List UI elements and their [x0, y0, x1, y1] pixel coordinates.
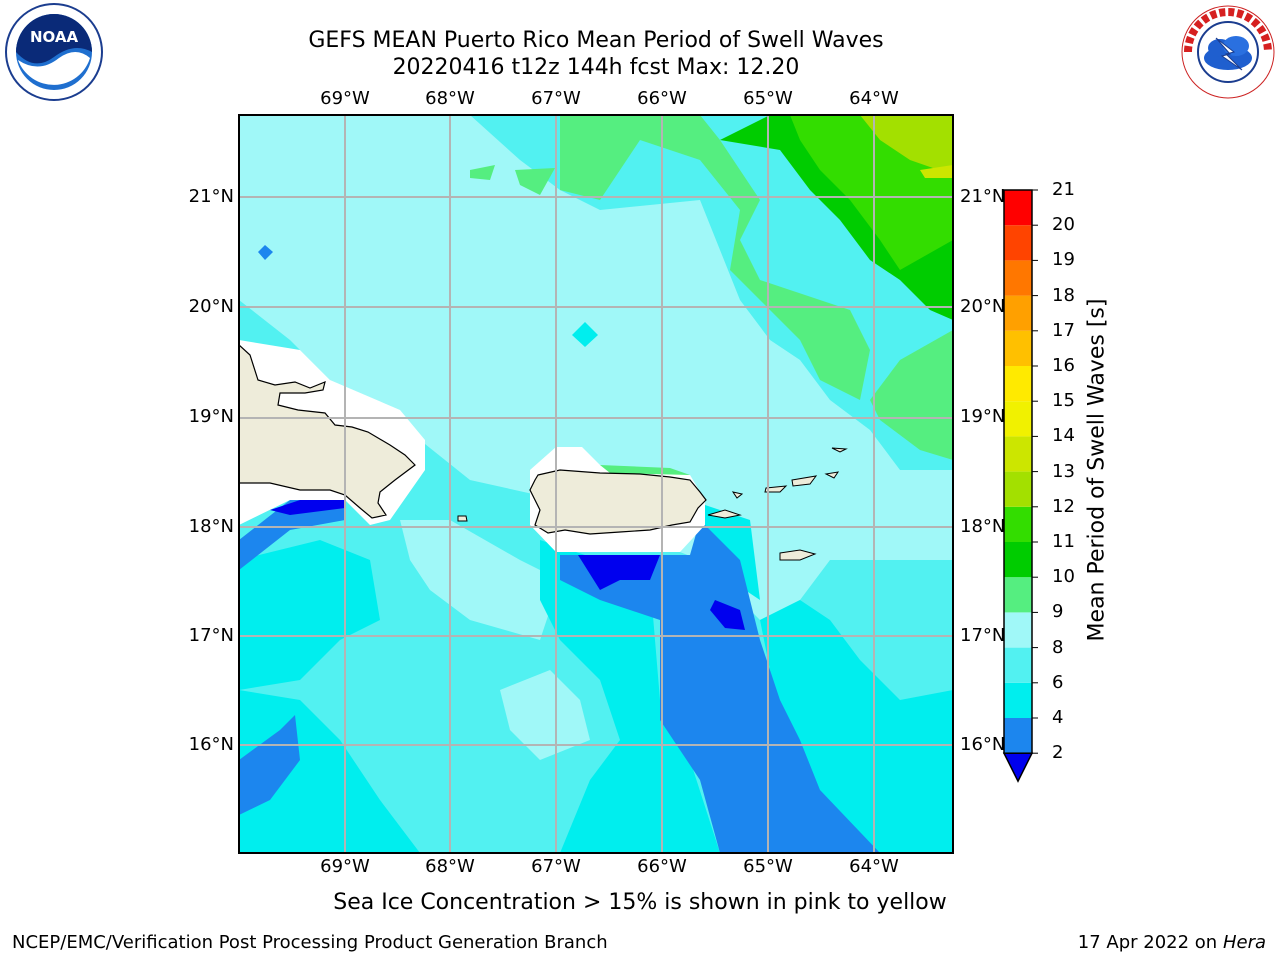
- land-st-croix: [779, 549, 817, 561]
- lon-label-top: 64°W: [849, 88, 899, 109]
- lat-label-right: 17°N: [960, 625, 1006, 646]
- field-patch-nw: [258, 245, 273, 260]
- colorbar-level-label: 13: [1052, 460, 1075, 482]
- colorbar-extend-min: [1002, 752, 1034, 783]
- colorbar-segment: [1004, 577, 1032, 613]
- colorbar-segment: [1004, 471, 1032, 507]
- field-lt2-patch: [710, 600, 745, 630]
- lon-label-bottom: 67°W: [531, 856, 581, 877]
- land-virgin-islands: [731, 447, 848, 499]
- lat-label-left: 21°N: [188, 186, 234, 207]
- colorbar-level-label: 18: [1052, 284, 1075, 306]
- chart-title: GEFS MEAN Puerto Rico Mean Period of Swe…: [308, 28, 884, 53]
- lon-label-top: 67°W: [531, 88, 581, 109]
- colorbar-level-label: 4: [1052, 707, 1064, 728]
- lat-label-left: 18°N: [188, 516, 234, 537]
- svg-text:NOAA: NOAA: [30, 28, 79, 46]
- colorbar-level-label: 9: [1052, 601, 1064, 623]
- lon-label-bottom: 68°W: [425, 856, 475, 877]
- colorbar-segment: [1004, 506, 1032, 542]
- land-mona: [457, 515, 468, 522]
- field-4-6-east: [760, 600, 953, 853]
- field-8-9-south: [500, 670, 590, 760]
- colorbar-segment: [1004, 401, 1032, 437]
- colorbar-level-label: 17: [1052, 319, 1075, 341]
- lon-label-bottom: 66°W: [637, 856, 687, 877]
- field-8-9-nw: [239, 115, 470, 230]
- noaa-logo: NOAA: [5, 3, 103, 101]
- colorbar-segment: [1004, 718, 1032, 754]
- map-frame: [238, 114, 954, 854]
- lon-label-top: 69°W: [320, 88, 370, 109]
- colorbar-level-label: 6: [1052, 671, 1064, 693]
- colorbar-segment: [1004, 190, 1032, 226]
- lat-label-right: 21°N: [960, 186, 1006, 207]
- lat-label-right: 16°N: [960, 734, 1006, 755]
- lat-label-left: 19°N: [188, 406, 234, 427]
- map-grid: [239, 115, 953, 853]
- field-lt2-hisp: [270, 500, 345, 515]
- colorbar: [1002, 189, 1038, 783]
- field-8-9-north: [239, 115, 953, 620]
- colorbar-segment: [1004, 612, 1032, 648]
- colorbar-segment: [1004, 225, 1032, 261]
- field-9-10-patch: [470, 165, 555, 195]
- footer-date: 17 Apr 2022 on Hera: [1078, 932, 1266, 953]
- lon-label-bottom: 65°W: [743, 856, 793, 877]
- field-4-6-center: [540, 540, 720, 853]
- field-lt2-pr: [578, 555, 660, 590]
- field-max: [920, 165, 953, 178]
- colorbar-segment: [1004, 436, 1032, 472]
- field-2-4-trough: [560, 520, 880, 853]
- colorbar-segment: [1004, 366, 1032, 402]
- colorbar-level-label: 16: [1052, 355, 1075, 376]
- nws-logo: [1181, 5, 1275, 99]
- colorbar-level-label: 21: [1052, 179, 1075, 200]
- colorbar-segment: [1004, 542, 1032, 578]
- lat-label-right: 18°N: [960, 516, 1006, 537]
- colorbar-level-label: 10: [1052, 566, 1075, 588]
- colorbar-level-label: 20: [1052, 214, 1075, 236]
- colorbar-level-label: 8: [1052, 636, 1064, 658]
- field-2-4-sw: [239, 715, 300, 815]
- colorbar-level-label: 14: [1052, 425, 1075, 447]
- lon-label-top: 68°W: [425, 88, 475, 109]
- lon-label-bottom: 64°W: [849, 856, 899, 877]
- colorbar-segment: [1004, 330, 1032, 366]
- lon-label-top: 65°W: [743, 88, 793, 109]
- colorbar-level-label: 2: [1052, 742, 1064, 764]
- footer-credit: NCEP/EMC/Verification Post Processing Pr…: [12, 932, 608, 953]
- lat-label-left: 20°N: [188, 296, 234, 317]
- lon-label-bottom: 69°W: [320, 856, 370, 877]
- colorbar-level-label: 12: [1052, 495, 1075, 517]
- footer-note-text: Sea Ice Concentration > 15% is shown in …: [333, 890, 947, 915]
- colorbar-level-label: 15: [1052, 390, 1075, 412]
- chart-subtitle: 20220416 t12z 144h fcst Max: 12.20: [392, 55, 800, 80]
- colorbar-segment: [1004, 647, 1032, 683]
- colorbar-level-label: 11: [1052, 531, 1075, 552]
- field-9-10-pr: [600, 465, 690, 475]
- lat-label-left: 16°N: [188, 734, 234, 755]
- lat-label-right: 19°N: [960, 406, 1006, 427]
- lat-label-right: 20°N: [960, 296, 1006, 317]
- field-2-4-hisp: [239, 500, 345, 570]
- field-8-9-central: [400, 520, 560, 640]
- lon-label-top: 66°W: [637, 88, 687, 109]
- field-12-13: [860, 115, 953, 175]
- footer-host: Hera: [1222, 932, 1266, 953]
- colorbar-segment: [1004, 295, 1032, 331]
- footer-note: Sea Ice Concentration > 15% is shown in …: [0, 890, 1280, 915]
- colorbar-segment: [1004, 260, 1032, 296]
- map-area: [239, 115, 953, 853]
- field-patch-n: [572, 322, 598, 347]
- field-9-10: [560, 115, 870, 400]
- field-9-10-east: [870, 330, 953, 460]
- lat-label-left: 17°N: [188, 625, 234, 646]
- colorbar-segment: [1004, 682, 1032, 718]
- colorbar-level-label: 19: [1052, 249, 1075, 271]
- colorbar-title: Mean Period of Swell Waves [s]: [1084, 298, 1110, 642]
- footer-date-text: 17 Apr 2022 on: [1077, 932, 1223, 953]
- land-vieques: [707, 509, 742, 519]
